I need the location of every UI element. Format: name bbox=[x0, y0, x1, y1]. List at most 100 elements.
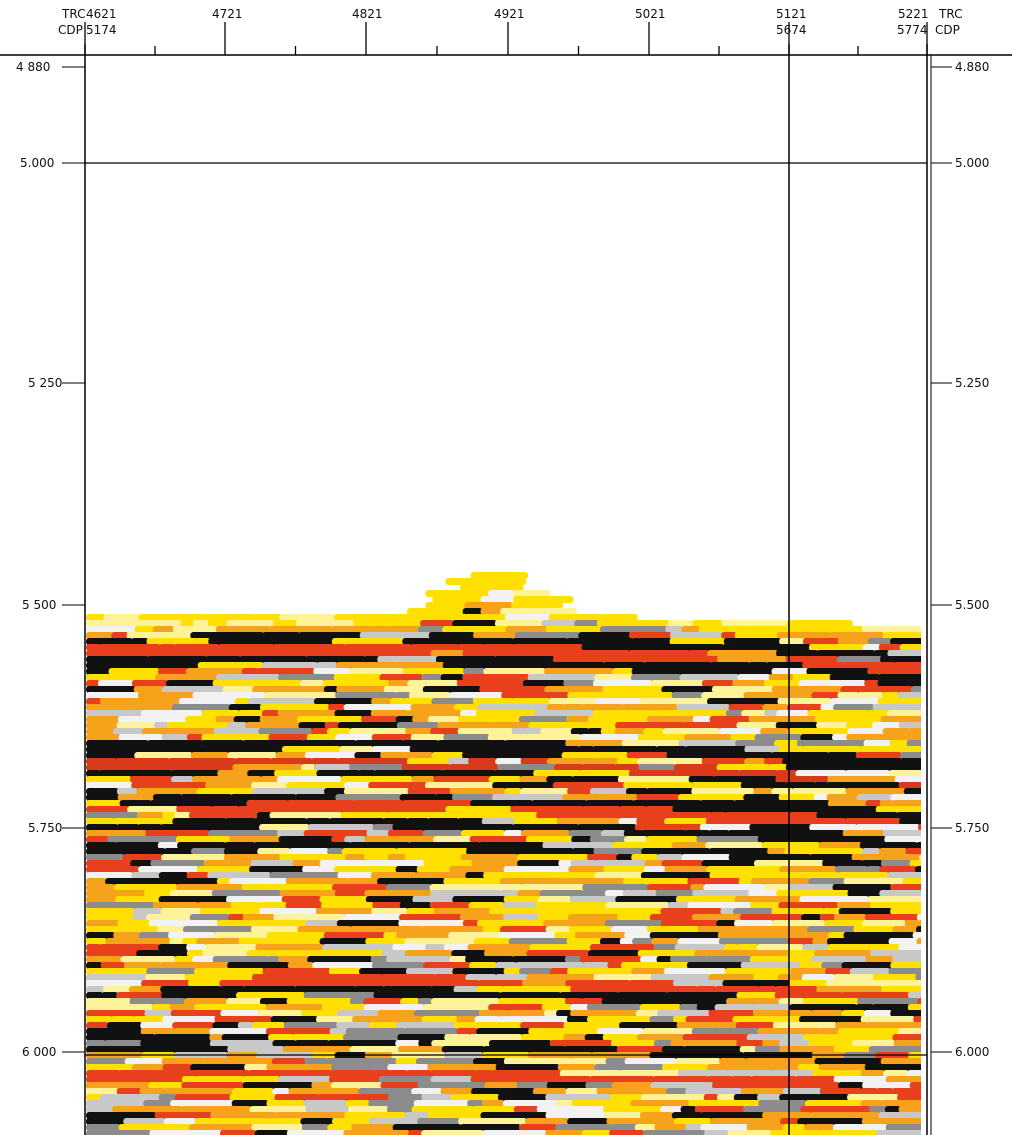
amplitude-blob bbox=[138, 614, 209, 621]
amplitude-blob bbox=[486, 938, 511, 945]
amplitude-blob bbox=[324, 788, 346, 795]
amplitude-blob bbox=[289, 848, 330, 855]
amplitude-blob bbox=[754, 1046, 782, 1053]
amplitude-blob bbox=[135, 650, 210, 657]
amplitude-blob bbox=[162, 1064, 193, 1071]
amplitude-blob bbox=[668, 620, 695, 627]
amplitude-blob bbox=[682, 1034, 749, 1041]
amplitude-blob bbox=[392, 824, 448, 831]
amplitude-blob bbox=[415, 1058, 476, 1065]
amplitude-blob bbox=[681, 854, 731, 861]
amplitude-blob bbox=[170, 1100, 234, 1107]
amplitude-blob bbox=[252, 686, 326, 693]
amplitude-blob bbox=[905, 848, 921, 855]
time-label: 5.250 bbox=[955, 376, 989, 390]
amplitude-blob bbox=[263, 692, 338, 699]
amplitude-blob bbox=[632, 800, 702, 807]
amplitude-blob bbox=[825, 980, 893, 987]
amplitude-blob bbox=[594, 674, 618, 681]
amplitude-blob bbox=[321, 890, 337, 897]
amplitude-blob bbox=[102, 722, 119, 729]
amplitude-blob bbox=[787, 938, 815, 945]
amplitude-blob bbox=[125, 662, 151, 669]
amplitude-blob bbox=[860, 1070, 886, 1077]
amplitude-blob bbox=[86, 914, 135, 921]
amplitude-blob bbox=[86, 890, 146, 897]
amplitude-blob bbox=[787, 950, 817, 957]
amplitude-blob bbox=[269, 812, 343, 819]
amplitude-blob bbox=[512, 824, 580, 831]
amplitude-blob bbox=[278, 1076, 331, 1083]
amplitude-blob bbox=[413, 1100, 470, 1107]
amplitude-blob bbox=[488, 1004, 544, 1011]
amplitude-blob bbox=[153, 1034, 212, 1041]
amplitude-blob bbox=[518, 1124, 558, 1131]
amplitude-blob bbox=[86, 902, 155, 909]
amplitude-blob bbox=[503, 968, 522, 975]
amplitude-blob bbox=[322, 680, 391, 687]
amplitude-blob bbox=[569, 896, 618, 903]
amplitude-blob bbox=[99, 644, 162, 651]
amplitude-blob bbox=[861, 920, 907, 927]
amplitude-blob bbox=[86, 944, 101, 951]
amplitude-blob bbox=[241, 884, 270, 891]
amplitude-blob bbox=[581, 890, 607, 897]
amplitude-blob bbox=[441, 638, 514, 645]
amplitude-blob bbox=[661, 1046, 686, 1053]
amplitude-blob bbox=[316, 662, 338, 669]
amplitude-blob bbox=[272, 1040, 297, 1047]
amplitude-blob bbox=[363, 656, 380, 663]
amplitude-blob bbox=[893, 1040, 921, 1047]
amplitude-blob bbox=[572, 848, 596, 855]
amplitude-blob bbox=[563, 1046, 619, 1053]
amplitude-blob bbox=[258, 902, 288, 909]
amplitude-blob bbox=[743, 1106, 803, 1113]
amplitude-blob bbox=[172, 626, 218, 633]
amplitude-blob bbox=[110, 1016, 135, 1023]
amplitude-blob bbox=[762, 1112, 812, 1119]
amplitude-blob bbox=[820, 704, 836, 711]
amplitude-blob bbox=[735, 740, 777, 747]
amplitude-blob bbox=[721, 722, 739, 729]
amplitude-blob bbox=[674, 944, 726, 951]
amplitude-blob bbox=[740, 782, 788, 789]
amplitude-blob bbox=[684, 722, 724, 729]
amplitude-blob bbox=[143, 1100, 173, 1107]
amplitude-blob bbox=[118, 734, 164, 741]
amplitude-blob bbox=[385, 884, 432, 891]
amplitude-blob bbox=[473, 632, 517, 639]
amplitude-blob bbox=[423, 962, 472, 969]
amplitude-blob bbox=[503, 896, 540, 903]
amplitude-blob bbox=[201, 710, 241, 717]
amplitude-blob bbox=[916, 914, 921, 921]
amplitude-blob bbox=[775, 776, 830, 783]
amplitude-blob bbox=[723, 638, 782, 645]
amplitude-blob bbox=[475, 710, 537, 717]
amplitude-blob bbox=[259, 824, 310, 831]
amplitude-blob bbox=[738, 770, 779, 777]
amplitude-blob bbox=[847, 728, 885, 735]
amplitude-blob bbox=[305, 1070, 375, 1077]
amplitude-blob bbox=[86, 1082, 151, 1089]
amplitude-blob bbox=[510, 602, 564, 609]
amplitude-blob bbox=[890, 980, 915, 987]
amplitude-blob bbox=[319, 896, 368, 903]
amplitude-blob bbox=[718, 1028, 760, 1035]
amplitude-blob bbox=[899, 758, 921, 765]
amplitude-blob bbox=[665, 992, 739, 999]
amplitude-blob bbox=[403, 698, 434, 705]
amplitude-blob bbox=[187, 980, 222, 987]
amplitude-blob bbox=[671, 1112, 703, 1119]
amplitude-blob bbox=[589, 836, 627, 843]
amplitude-blob bbox=[694, 950, 753, 957]
amplitude-blob bbox=[531, 800, 588, 807]
amplitude-blob bbox=[209, 1034, 224, 1041]
amplitude-blob bbox=[221, 1034, 271, 1041]
amplitude-blob bbox=[856, 794, 893, 801]
amplitude-blob bbox=[270, 980, 297, 987]
amplitude-blob bbox=[410, 734, 446, 741]
amplitude-blob bbox=[86, 986, 106, 993]
amplitude-blob bbox=[172, 1022, 215, 1029]
amplitude-blob bbox=[554, 932, 577, 939]
amplitude-blob bbox=[772, 1022, 838, 1029]
